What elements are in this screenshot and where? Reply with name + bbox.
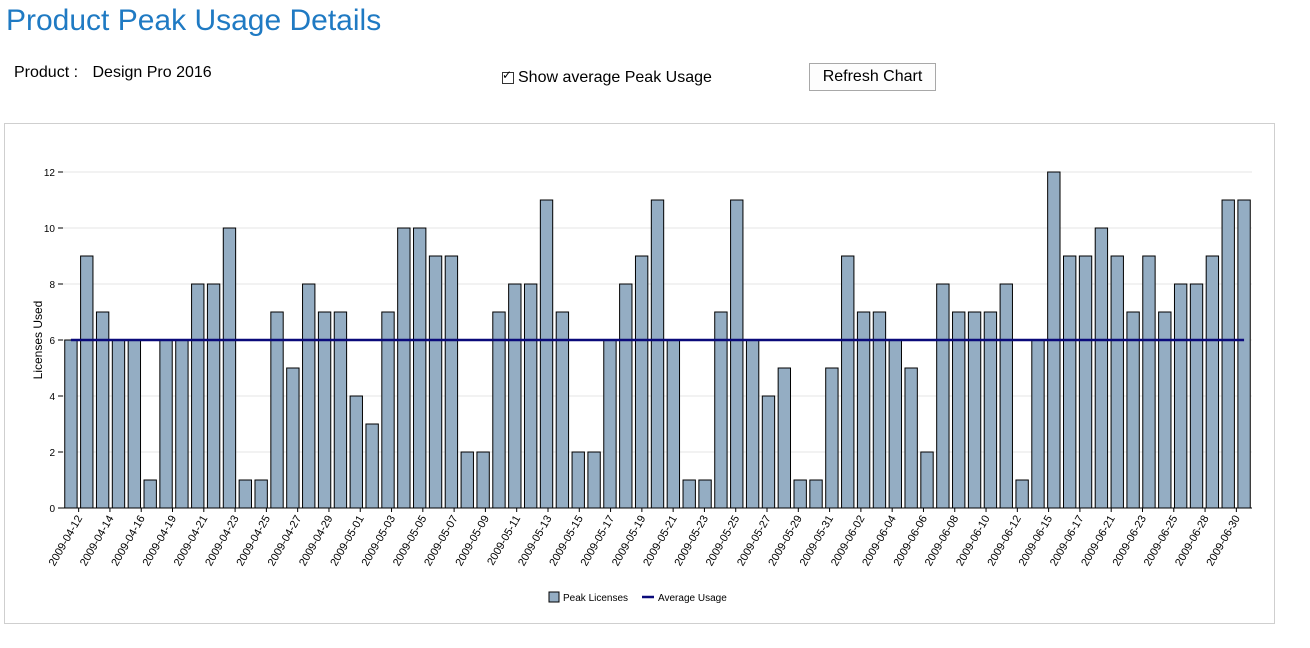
bar xyxy=(286,367,300,509)
bar xyxy=(1142,255,1156,509)
bar xyxy=(191,283,205,509)
bar xyxy=(1126,311,1140,509)
bar xyxy=(603,339,617,509)
bar xyxy=(444,255,459,509)
bar xyxy=(967,311,982,509)
product-label: Product : xyxy=(14,64,79,81)
bar xyxy=(64,339,78,509)
bar xyxy=(920,451,934,509)
y-tick-label: 0 xyxy=(49,504,55,515)
bar xyxy=(254,479,268,509)
bar xyxy=(80,255,94,509)
bar xyxy=(888,339,902,509)
y-axis-label: Licenses Used xyxy=(31,301,45,380)
bar xyxy=(492,311,506,509)
bar xyxy=(666,339,681,509)
bar xyxy=(111,339,126,509)
bar xyxy=(460,451,474,509)
bar xyxy=(619,283,633,509)
legend-average-usage: Average Usage xyxy=(658,593,727,604)
bar xyxy=(777,367,792,509)
y-tick-label: 2 xyxy=(49,448,55,459)
bar xyxy=(428,255,443,509)
bar xyxy=(206,283,221,509)
y-tick-label: 10 xyxy=(44,224,56,235)
bar xyxy=(936,283,950,509)
product-value: Design Pro 2016 xyxy=(92,64,212,81)
bar xyxy=(952,311,966,509)
y-tick-label: 6 xyxy=(49,336,55,347)
y-tick-label: 8 xyxy=(49,280,55,291)
bar xyxy=(349,395,363,509)
bar xyxy=(1015,479,1029,509)
bar xyxy=(714,311,728,509)
bar xyxy=(1110,255,1124,509)
bar xyxy=(761,395,776,509)
bar xyxy=(809,479,823,509)
product-info: Product : Design Pro 2016 xyxy=(14,64,212,82)
bar xyxy=(270,311,284,509)
bar xyxy=(856,311,871,509)
bar xyxy=(143,479,157,509)
bar xyxy=(634,255,649,509)
show-average-toggle[interactable]: ✓ Show average Peak Usage xyxy=(502,68,712,87)
bar xyxy=(127,339,142,509)
bar xyxy=(95,311,110,509)
bar xyxy=(508,283,522,509)
bar xyxy=(999,283,1013,509)
bar xyxy=(1189,283,1204,509)
bar xyxy=(476,451,490,509)
check-icon: ✓ xyxy=(502,68,513,82)
y-tick-label: 12 xyxy=(44,168,56,179)
bar xyxy=(1173,283,1188,509)
bar xyxy=(333,311,348,509)
show-average-checkbox[interactable]: ✓ xyxy=(502,68,514,84)
bar xyxy=(413,227,427,509)
bar xyxy=(1094,227,1109,509)
bar xyxy=(539,199,554,509)
bar xyxy=(745,339,760,509)
bar xyxy=(825,367,839,509)
legend-peak-licenses: Peak Licenses xyxy=(563,593,628,604)
bar xyxy=(523,283,538,509)
bar xyxy=(381,311,395,509)
refresh-chart-button[interactable]: Refresh Chart xyxy=(809,63,936,91)
bar xyxy=(1205,255,1220,509)
chart-panel: 0 2 4 6 8 10 12 Licenses Used 2009-04-12 2009-04-… xyxy=(4,123,1275,624)
bar xyxy=(555,311,570,509)
bar xyxy=(159,339,173,509)
bar xyxy=(1031,339,1045,509)
bar xyxy=(1063,255,1077,509)
legend-bar-swatch xyxy=(548,591,560,603)
bar xyxy=(397,227,411,509)
bar xyxy=(238,479,252,509)
bar xyxy=(841,255,855,509)
bar xyxy=(1221,199,1235,509)
bar xyxy=(1158,311,1172,509)
bar xyxy=(587,451,601,509)
bar xyxy=(698,479,712,509)
bar xyxy=(650,199,665,509)
bar xyxy=(1078,255,1093,509)
bar xyxy=(302,283,316,509)
bar xyxy=(222,227,237,509)
page-title: Product Peak Usage Details xyxy=(6,4,382,37)
bar xyxy=(730,199,744,509)
bar xyxy=(365,423,379,509)
bar xyxy=(175,339,189,509)
bar xyxy=(682,479,696,509)
y-tick-label: 4 xyxy=(49,392,55,403)
bar xyxy=(1237,199,1251,509)
bar xyxy=(904,367,918,509)
show-average-label: Show average Peak Usage xyxy=(518,69,712,86)
bar xyxy=(317,311,332,509)
bar xyxy=(571,451,585,509)
bar xyxy=(983,311,998,509)
bar xyxy=(872,311,887,509)
bar xyxy=(793,479,807,509)
